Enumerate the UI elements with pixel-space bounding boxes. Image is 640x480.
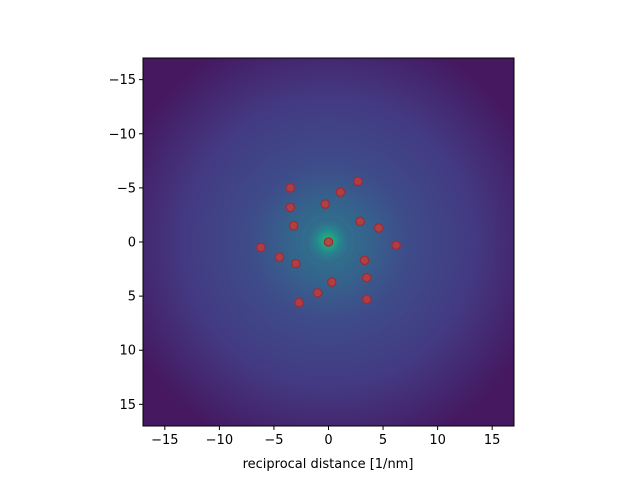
diffraction-spot bbox=[294, 297, 304, 308]
diffraction-spot bbox=[320, 199, 331, 209]
diffraction-spot bbox=[256, 242, 266, 253]
y-tick-label: −5 bbox=[117, 181, 136, 196]
diffraction-spot bbox=[355, 216, 365, 227]
y-tick-label: −10 bbox=[109, 127, 136, 142]
diffraction-spot bbox=[285, 183, 296, 193]
x-axis-label: reciprocal distance [1/nm] bbox=[243, 457, 414, 472]
x-tick-label: 5 bbox=[379, 433, 387, 448]
diffraction-spot bbox=[326, 277, 337, 287]
diffraction-spot bbox=[361, 272, 372, 283]
y-tick-label: 5 bbox=[128, 290, 136, 305]
diffraction-spot bbox=[274, 252, 285, 262]
x-tick-label: 10 bbox=[429, 433, 446, 448]
diffraction-spot bbox=[335, 187, 346, 198]
diffraction-spot bbox=[285, 202, 296, 213]
x-tick-label: 0 bbox=[324, 433, 332, 448]
y-tick-label: 0 bbox=[128, 236, 136, 251]
diffraction-spot bbox=[353, 176, 363, 187]
x-tick-label: 15 bbox=[484, 433, 501, 448]
diffraction-spot bbox=[290, 258, 301, 269]
x-tick-label: −10 bbox=[206, 433, 233, 448]
diffraction-spot bbox=[373, 223, 384, 233]
diffraction-spot bbox=[361, 294, 372, 305]
y-axis: −15 −10 −5 0 5 10 15 bbox=[109, 73, 143, 413]
diffraction-spot bbox=[323, 237, 334, 247]
x-axis: −15 −10 −5 0 5 10 15 bbox=[151, 426, 500, 448]
diffraction-spot bbox=[391, 240, 401, 251]
x-tick-label: −5 bbox=[264, 433, 283, 448]
diffraction-spots bbox=[256, 176, 401, 308]
diffraction-spot bbox=[312, 288, 323, 298]
plot-area bbox=[143, 58, 514, 426]
y-tick-label: 10 bbox=[119, 344, 136, 359]
y-tick-label: 15 bbox=[119, 398, 136, 413]
diffraction-ring bbox=[298, 211, 358, 271]
diffraction-ring bbox=[305, 218, 351, 264]
y-tick-label: −15 bbox=[109, 73, 136, 88]
x-tick-label: −15 bbox=[151, 433, 178, 448]
diffraction-spot bbox=[359, 255, 370, 266]
diffraction-spot bbox=[288, 220, 299, 231]
